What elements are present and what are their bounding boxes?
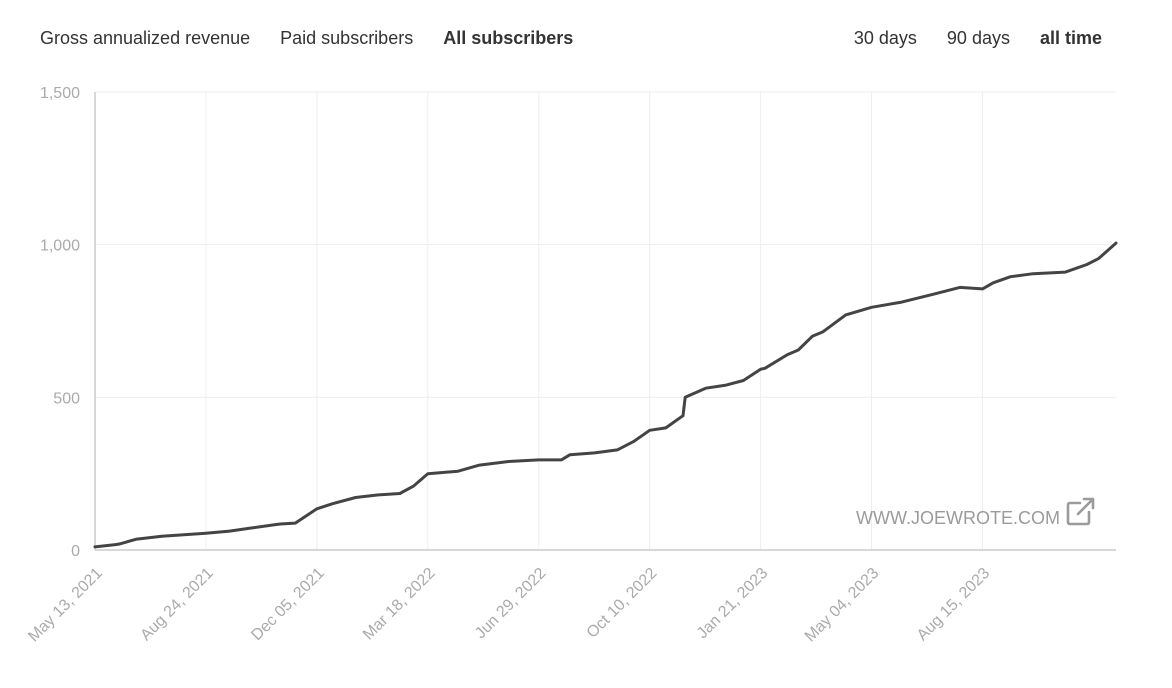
series-line [93,241,1118,549]
x-tick-label: Aug 24, 2021 [137,565,216,644]
x-tick-label: Oct 10, 2022 [584,565,661,642]
series [93,241,1118,549]
watermark[interactable]: WWW.JOEWROTE.COM [856,497,1095,528]
axes [94,92,1116,551]
x-tick-label: Mar 18, 2022 [360,565,439,644]
tab-all-time[interactable]: all time [1039,28,1102,48]
x-tick-label: Dec 05, 2021 [248,565,327,644]
tab-all-subscribers[interactable]: All subscribers [443,28,574,48]
x-tick-label: May 04, 2023 [802,565,883,646]
x-tick-label: Jun 29, 2022 [472,565,550,643]
tab-30-days[interactable]: 30 days [853,28,917,48]
tab-gross-annualized-revenue[interactable]: Gross annualized revenue [40,28,251,48]
tab-90-days[interactable]: 90 days [946,28,1010,48]
tick-labels: 0 500 1,000 1,500 May 13, 2021 Aug 24, 2021 De… [25,85,993,645]
external-link-icon[interactable] [1066,497,1095,526]
x-tick-label: Aug 15, 2023 [914,565,993,644]
x-tick-label: May 13, 2021 [25,565,106,646]
y-tick-label: 1,000 [40,238,80,255]
range-tabs: 30 days 90 days all time [824,28,1102,49]
tab-paid-subscribers[interactable]: Paid subscribers [280,28,414,48]
y-tick-label: 1,500 [40,85,80,102]
watermark-text[interactable]: WWW.JOEWROTE.COM [856,508,1060,528]
grid [95,91,1116,550]
x-tick-label: Jan 21, 2023 [694,565,772,643]
metric-tabs: Gross annualized revenue Paid subscriber… [40,28,603,49]
y-tick-label: 0 [71,543,80,560]
y-tick-label: 500 [53,390,80,407]
